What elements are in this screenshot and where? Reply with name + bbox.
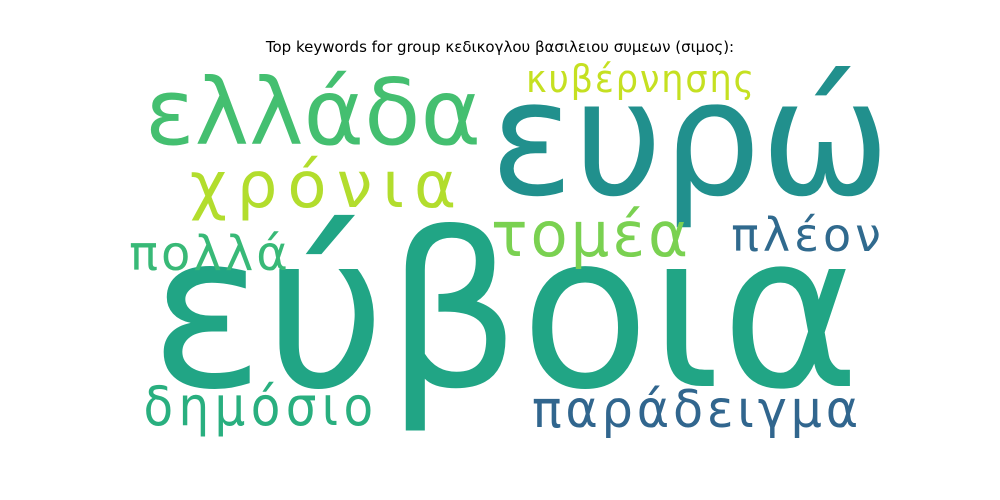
word-3: χρόνια [190, 149, 466, 223]
word-7: κυβέρνησης [526, 57, 756, 101]
word-5: πλέον [731, 208, 885, 262]
word-9: παράδειγμα [532, 380, 862, 440]
word-1: ευρώ [490, 45, 890, 232]
word-2: ελλάδα [145, 59, 481, 166]
word-0: εύβοια [150, 188, 860, 437]
word-8: δημόσιο [144, 375, 379, 438]
word-6: πολλά [129, 226, 291, 282]
word-4: τομέα [491, 198, 691, 271]
chart-title: Top keywords for group κεδικογλου βασιλε… [265, 38, 735, 56]
